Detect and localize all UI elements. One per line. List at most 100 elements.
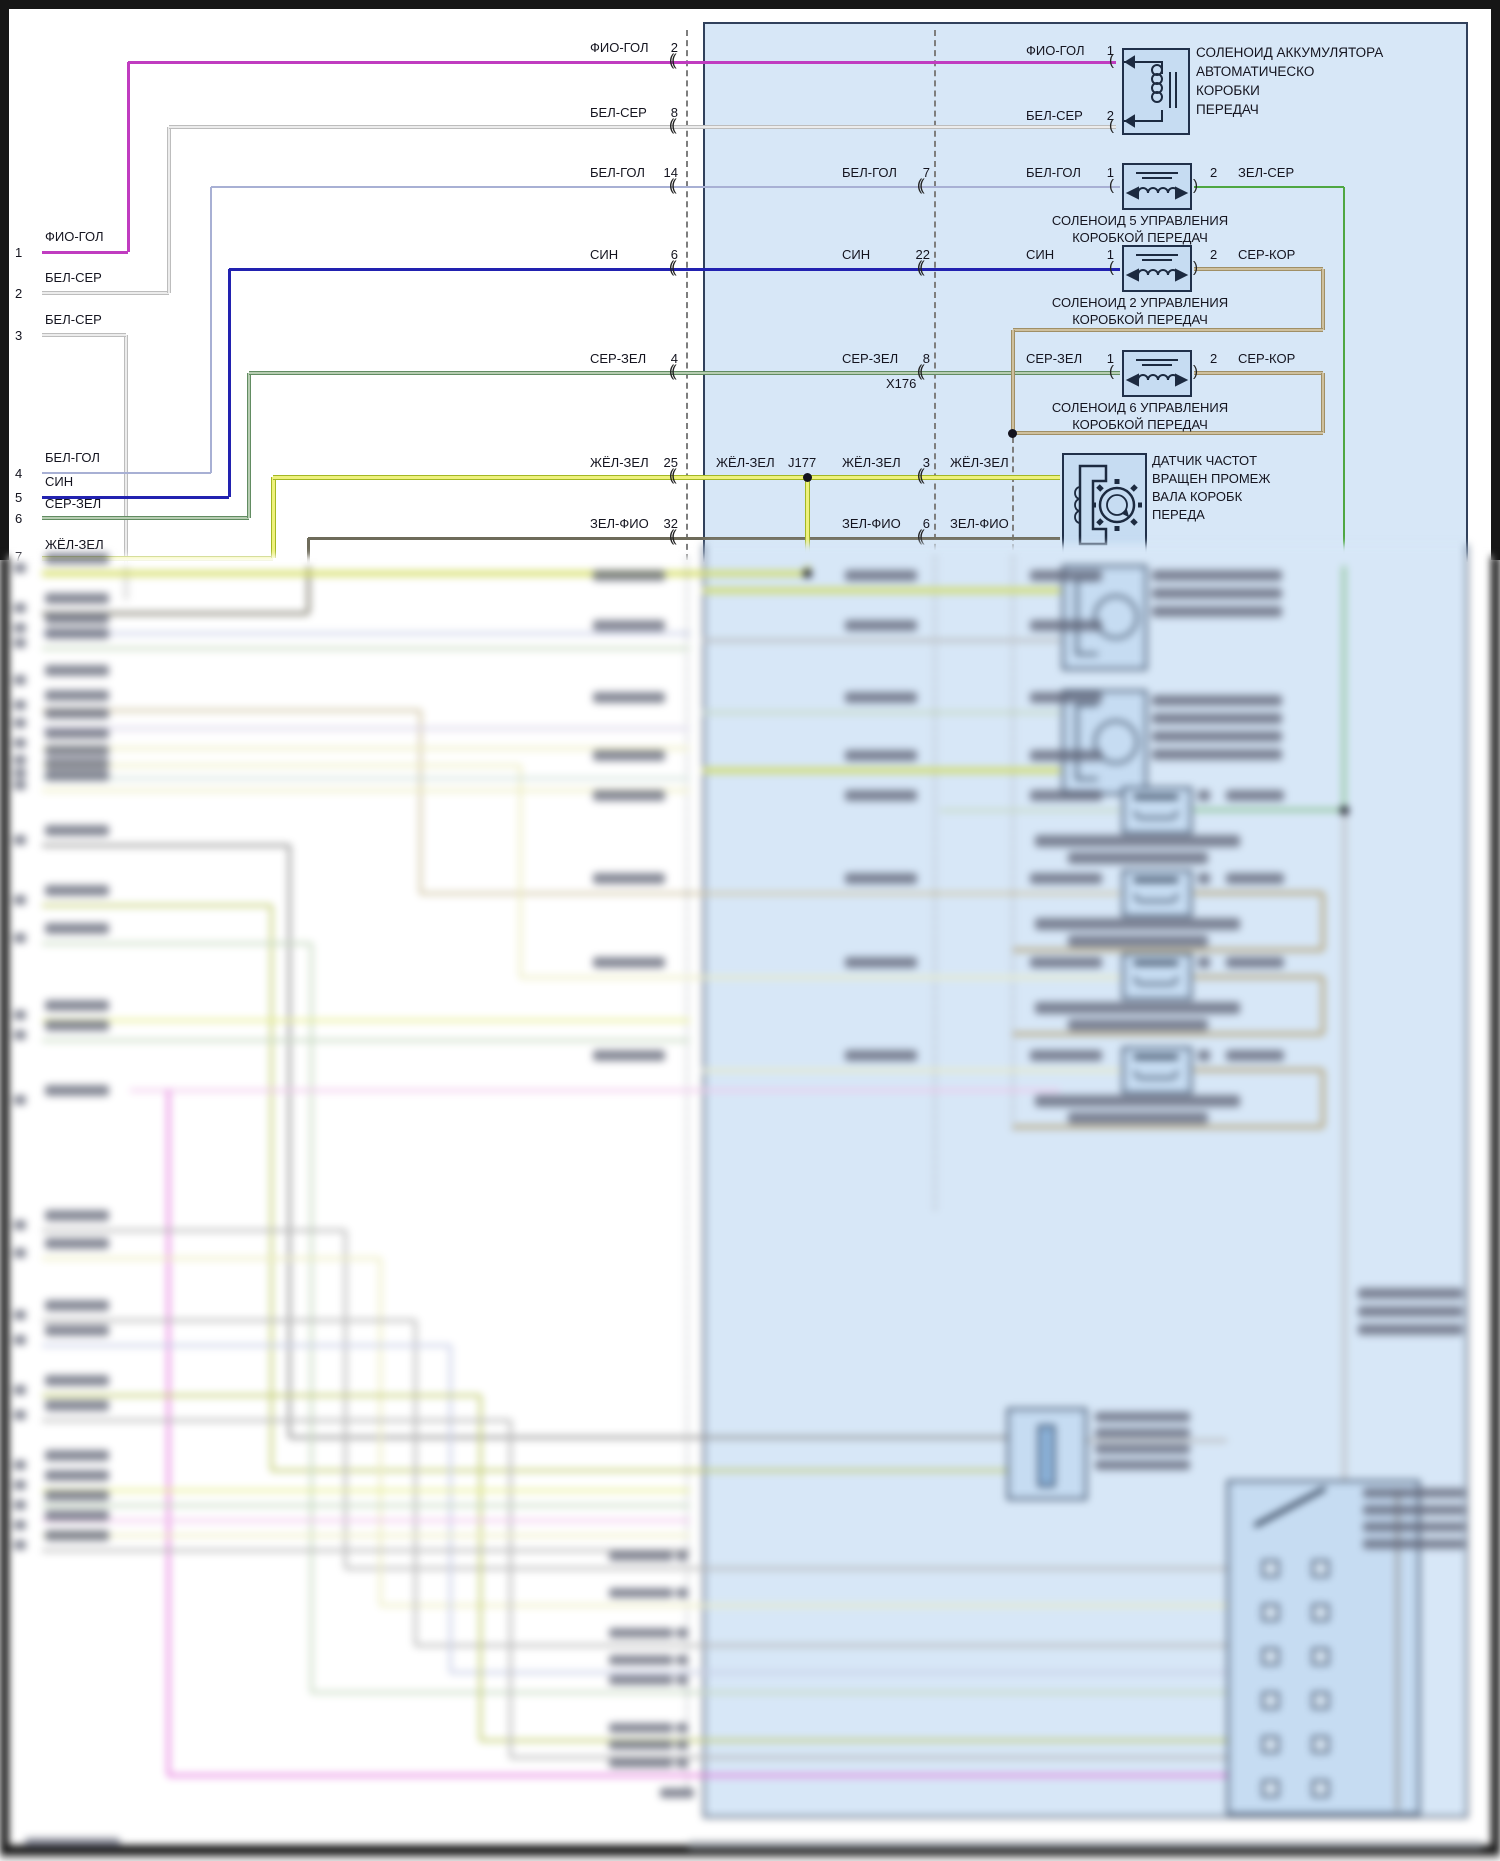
blurred-label	[14, 933, 26, 943]
blurred-label	[14, 768, 26, 778]
blurred-label	[45, 553, 109, 564]
blurred-label	[609, 1740, 673, 1750]
blurred-label	[593, 620, 665, 631]
component-box-blurred	[1227, 1480, 1420, 1815]
wire-label: СЕР-ЗЕЛ 1	[1026, 351, 1114, 366]
wire	[42, 333, 126, 337]
wire-blurred	[168, 1773, 1260, 1777]
blurred-label	[45, 1530, 109, 1541]
wire-blurred	[1321, 977, 1325, 1034]
blurred-label	[14, 1540, 26, 1550]
wire-blurred	[287, 845, 291, 1437]
blurred-label	[593, 790, 665, 801]
wire-label: ЗЕЛ-ФИО	[950, 516, 1009, 531]
blurred-label	[609, 1758, 673, 1768]
blurred-label	[845, 570, 917, 581]
blurred-label	[1152, 695, 1282, 706]
connector-line-inner	[1012, 437, 1014, 560]
blurred-label	[676, 1758, 688, 1768]
blurred-label	[45, 728, 109, 739]
blurred-label	[1198, 873, 1210, 884]
wire-blurred	[1194, 809, 1344, 811]
blurred-label	[1152, 588, 1282, 599]
blurred-label	[1152, 713, 1282, 724]
blurred-label	[1068, 1019, 1208, 1031]
blurred-label	[45, 885, 109, 896]
wire-blurred	[520, 975, 1120, 979]
blurred-label	[1035, 835, 1240, 847]
wire-blurred	[1194, 1068, 1323, 1072]
blurred-label	[45, 1085, 109, 1096]
wire-label: 2	[1210, 351, 1218, 366]
blurred-label	[14, 623, 26, 633]
coil-bar-blurred	[1134, 878, 1178, 882]
blurred-label	[14, 1030, 26, 1040]
wire-blurred	[1321, 1070, 1325, 1127]
wire-label: СИН 6	[590, 247, 678, 262]
blurred-label	[45, 745, 109, 756]
blurred-label	[45, 758, 109, 769]
blurred-label	[688, 1841, 1483, 1849]
wire-blurred	[1343, 566, 1345, 810]
blurred-label	[14, 718, 26, 728]
wire-blurred	[42, 941, 311, 945]
blurred-label	[14, 1310, 26, 1320]
wire-label: ЗЕЛ-СЕР	[1238, 165, 1295, 180]
blurred-label	[1030, 1050, 1102, 1061]
wire-blurred	[42, 1393, 480, 1397]
connector-line-x176	[934, 30, 936, 560]
wire-blurred	[42, 611, 308, 615]
wire-blurred	[940, 808, 1120, 812]
ecu-pin-square	[1262, 1560, 1279, 1577]
blurred-label	[1030, 620, 1102, 631]
blurred-label	[14, 1220, 26, 1230]
ecu-pin-square	[1262, 1692, 1279, 1709]
blurred-label	[1035, 918, 1240, 930]
wire-blurred	[309, 943, 313, 1692]
wire-blurred	[415, 1643, 1250, 1647]
blurred-label	[1095, 1428, 1190, 1438]
dashed-line-blurred	[934, 556, 936, 1210]
blurred-label	[14, 1500, 26, 1510]
frame-left	[0, 556, 9, 1861]
splice-dot-j177	[803, 473, 812, 482]
wire-blurred	[1013, 1125, 1323, 1129]
blurred-label	[676, 1551, 688, 1561]
wire	[128, 60, 1116, 64]
blurred-label	[1363, 1539, 1465, 1549]
solenoid-coil-icon	[1125, 359, 1189, 387]
blurred-label	[14, 835, 26, 845]
frame-right	[1491, 0, 1500, 560]
wire-blurred	[311, 1690, 1250, 1694]
pin-bracket: (	[1109, 117, 1114, 134]
wire	[227, 269, 231, 497]
blurred-label	[1035, 1095, 1240, 1107]
pin-number: 1	[15, 245, 23, 260]
sensor-bracket-blurred	[1076, 704, 1098, 780]
pin-number: 3	[15, 328, 23, 343]
pin-label: СИН	[45, 474, 74, 489]
wire-label: ЗЕЛ-ФИО 6	[842, 516, 930, 531]
solenoid2-box	[1122, 245, 1192, 292]
wire	[1321, 373, 1325, 433]
frame-top	[0, 0, 1500, 9]
wire-blurred	[510, 1755, 1250, 1759]
wire-blurred	[306, 566, 310, 613]
wire-blurred	[703, 587, 1060, 593]
junction-dot-blurred	[803, 569, 812, 578]
blurred-label	[609, 1628, 673, 1638]
wire	[1013, 431, 1323, 435]
frame-left	[0, 0, 9, 560]
pin-label: БЕЛ-СЕР	[45, 270, 102, 285]
wire	[1194, 371, 1323, 375]
pin-bracket: (	[1109, 363, 1114, 380]
wire-label: ЖЁЛ-ЗЕЛ	[716, 455, 775, 470]
wire-blurred	[380, 1603, 1250, 1607]
blurred-label	[14, 1520, 26, 1530]
connector-symbol: ((	[917, 259, 924, 276]
blurred-label	[1358, 1288, 1463, 1299]
pin-bracket: (	[1109, 52, 1114, 69]
blurred-label	[45, 1325, 109, 1336]
blurred-label	[676, 1655, 688, 1665]
wire-label: ФИО-ГОЛ 1	[1026, 43, 1114, 58]
